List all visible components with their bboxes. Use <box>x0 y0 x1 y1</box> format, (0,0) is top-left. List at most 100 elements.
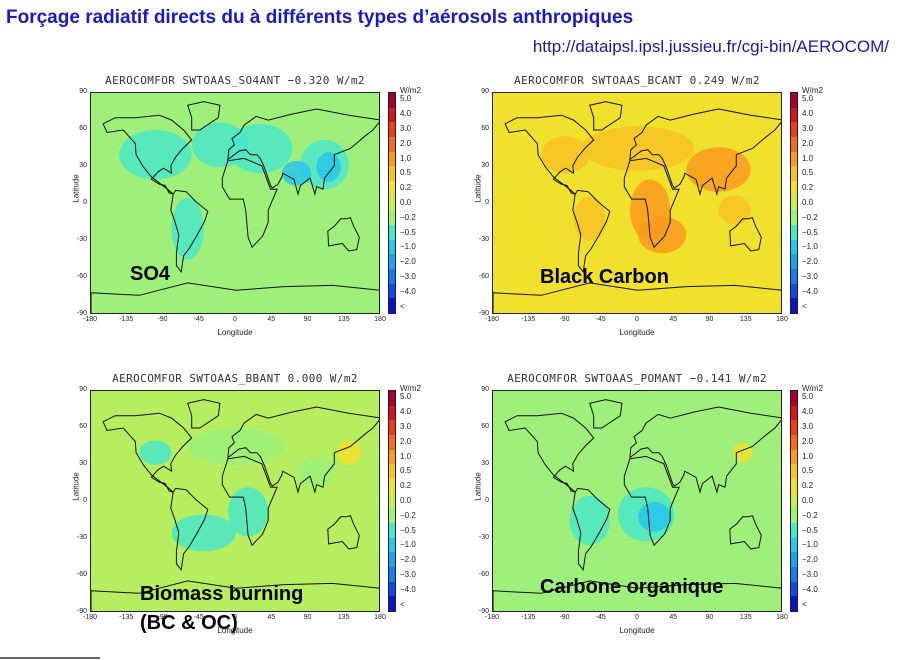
colorbar-label: 1.0 <box>802 451 814 461</box>
coastline <box>227 406 379 495</box>
forcing-region <box>541 136 590 174</box>
colorbar-label: 0.0 <box>802 496 814 505</box>
forcing-region <box>171 197 204 260</box>
colorbar-swatch <box>389 552 395 567</box>
y-tick-label: -90 <box>76 310 87 317</box>
coastline <box>504 412 595 493</box>
y-tick-label: -30 <box>76 236 87 243</box>
colorbar-swatch <box>791 434 797 450</box>
colorbar-label: 5.0 <box>802 94 814 104</box>
colorbar-label: −4.0 <box>802 584 818 594</box>
coastline <box>623 157 680 249</box>
colorbar-swatch <box>389 254 395 269</box>
x-axis-label: Longitude <box>217 626 253 635</box>
colorbar-swatch <box>791 596 797 611</box>
colorbar-swatch <box>389 122 395 137</box>
colorbar-label: 0.5 <box>400 168 412 178</box>
forcing-region <box>702 452 751 490</box>
colorbar-label: −1.0 <box>802 242 818 252</box>
x-tick-label: -180 <box>484 316 499 323</box>
colorbar-swatch <box>791 508 797 523</box>
colorbar-label: 0.2 <box>400 481 412 491</box>
colorbar-swatch <box>791 566 797 582</box>
colorbar-swatch <box>389 268 395 284</box>
y-tick-label: -60 <box>76 571 87 578</box>
y-tick-label: 60 <box>481 125 489 132</box>
forcing-region <box>638 502 671 532</box>
x-axis-label: Longitude <box>217 328 253 337</box>
map-frame <box>492 390 782 612</box>
colorbar-label: 1.0 <box>400 153 412 163</box>
coastline <box>589 101 623 131</box>
colorbar-label: 2.0 <box>400 436 412 446</box>
colorbar-swatch <box>791 464 797 479</box>
coastline <box>589 399 623 429</box>
colorbar-swatch <box>791 420 797 435</box>
colorbar-label: 0.5 <box>400 466 412 476</box>
y-tick-label: -30 <box>478 236 489 243</box>
x-tick-label: 0 <box>233 614 237 621</box>
forcing-region <box>119 130 192 180</box>
colorbar-label: 4.0 <box>802 407 814 417</box>
x-tick-label: 180 <box>374 316 386 323</box>
y-tick-label: 60 <box>79 125 87 132</box>
colorbar-swatch <box>389 195 395 211</box>
x-tick-label: 135 <box>337 614 350 621</box>
map-panel-carbone-organique: AEROCOMFOR SWTOAAS_POMANT −0.141 W/m2 Ca… <box>470 372 902 647</box>
colorbar-label: 4.0 <box>400 407 412 417</box>
colorbar-swatch <box>389 151 395 167</box>
colorbar-label: 2.0 <box>802 138 814 148</box>
coastline <box>221 455 278 547</box>
colorbar-label: −2.0 <box>802 555 818 565</box>
colorbar-label: 3.0 <box>802 422 814 431</box>
x-tick-label: 0 <box>635 316 639 323</box>
colorbar-label: 2.0 <box>400 138 412 148</box>
colorbar-swatch <box>791 537 797 553</box>
y-tick-label: -30 <box>76 534 87 541</box>
y-tick-label: 30 <box>79 460 87 467</box>
colorbar-swatch <box>389 166 395 181</box>
map-panel-black-carbon: AEROCOMFOR SWTOAAS_BCANT 0.249 W/m2 Blac… <box>470 74 902 349</box>
colorbar-label: −3.0 <box>400 570 416 579</box>
coastline <box>504 114 595 195</box>
x-tick-label: 180 <box>776 614 788 621</box>
coastline <box>102 412 193 493</box>
source-url[interactable]: http://dataipsl.ipsl.jussieu.fr/cgi-bin/… <box>532 37 889 56</box>
colorbar-swatch <box>389 449 395 465</box>
colorbar-label: −2.0 <box>400 555 416 565</box>
colorbar-swatch <box>791 552 797 567</box>
colorbar-label: −3.0 <box>802 570 818 579</box>
panel-title: AEROCOMFOR SWTOAAS_BCANT 0.249 W/m2 <box>514 74 760 87</box>
y-tick-label: 60 <box>79 423 87 430</box>
colorbar-unit: W/m2 <box>802 86 823 95</box>
x-axis-label: Longitude <box>619 328 655 337</box>
panel-label: SO4 <box>130 263 171 285</box>
y-tick-label: 90 <box>79 386 87 393</box>
colorbar-swatch <box>389 180 395 196</box>
colorbar-swatch <box>791 581 797 597</box>
colorbar-swatch <box>389 420 395 435</box>
forcing-region <box>171 514 236 552</box>
coastline <box>187 101 221 131</box>
colorbar-unit: W/m2 <box>400 384 421 393</box>
y-tick-label: 30 <box>79 162 87 169</box>
x-tick-label: 135 <box>739 316 752 323</box>
colorbar-swatch <box>389 581 395 597</box>
colorbar-label: −0.2 <box>400 212 416 222</box>
colorbar-swatch <box>791 478 797 494</box>
y-tick-label: -60 <box>76 273 87 280</box>
colorbar-label: −1.0 <box>400 540 416 550</box>
colorbar-swatch <box>389 210 395 225</box>
colorbar-label: −0.2 <box>802 212 818 222</box>
page-title: Forçage radiatif directs du à différents… <box>6 7 634 28</box>
colorbar-swatch <box>389 136 395 152</box>
colorbar-swatch <box>791 180 797 196</box>
forcing-region <box>227 123 293 174</box>
map-frame <box>90 390 380 612</box>
x-tick-label: 180 <box>374 614 386 621</box>
x-tick-label: -90 <box>157 614 168 621</box>
colorbar-label: < <box>400 599 405 609</box>
coastline <box>327 514 360 550</box>
colorbar-swatch <box>791 449 797 465</box>
colorbar-swatch <box>791 239 797 255</box>
